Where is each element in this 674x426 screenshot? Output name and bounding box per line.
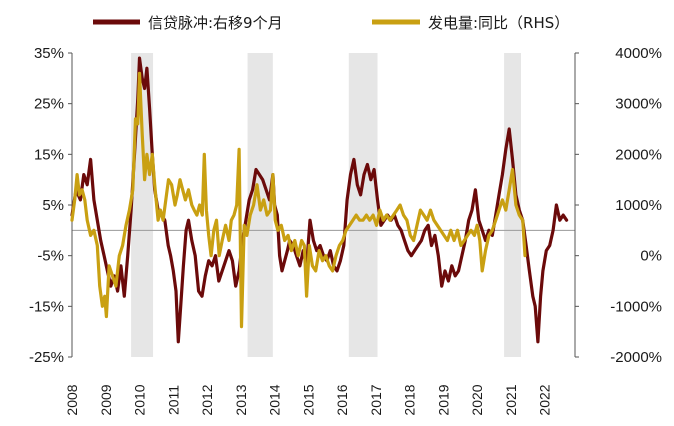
shaded-period-2 — [348, 53, 378, 357]
x-tick-label-2012: 2012 — [199, 384, 215, 415]
right-tick-label-2: 2000% — [615, 146, 662, 163]
legend-label-credit-impulse: 信贷脉冲:右移9个月 — [148, 14, 283, 32]
left-tick-label-3: 5% — [42, 197, 64, 214]
x-tick-label-2014: 2014 — [267, 384, 283, 415]
x-tick-label-2017: 2017 — [368, 384, 384, 415]
x-tick-labels: 2008 2009 2010 2011 2012 2013 2014 2015 2016 2017… — [64, 384, 553, 415]
x-tick-label-2013: 2013 — [233, 384, 249, 415]
legend: 信贷脉冲:右移9个月 发电量:同比（RHS） — [93, 14, 569, 32]
left-tick-label-2: 15% — [34, 146, 64, 163]
x-tick-label-2009: 2009 — [98, 384, 114, 415]
series-line-power-generation — [70, 71, 527, 329]
left-tick-label-6: -25% — [29, 349, 64, 366]
x-tick-label-2008: 2008 — [64, 384, 80, 415]
x-tick-label-2018: 2018 — [402, 384, 418, 415]
x-tick-label-2020: 2020 — [469, 384, 485, 415]
right-tick-label-6: -2000% — [610, 349, 662, 366]
right-tick-label-3: 1000% — [615, 197, 662, 214]
left-tick-label-5: -15% — [29, 298, 64, 315]
x-tick-label-2022: 2022 — [537, 384, 553, 415]
left-tick-label-0: 35% — [34, 45, 64, 62]
right-tick-label-5: -1000% — [610, 298, 662, 315]
right-tick-label-0: 4000% — [615, 45, 662, 62]
left-tick-label-4: -5% — [37, 248, 64, 265]
x-tick-label-2019: 2019 — [435, 384, 451, 415]
left-y-tick-labels: 35% 25% 15% 5% -5% -15% -25% — [29, 45, 72, 366]
right-tick-label-4: 0% — [640, 248, 662, 265]
x-tick-label-2016: 2016 — [334, 384, 350, 415]
x-tick-label-2021: 2021 — [503, 384, 519, 415]
legend-label-power-generation: 发电量:同比（RHS） — [428, 14, 569, 32]
series-lines — [70, 56, 569, 344]
left-tick-label-1: 25% — [34, 96, 64, 113]
x-tick-label-2011: 2011 — [165, 385, 181, 415]
x-tick-label-2010: 2010 — [132, 384, 148, 415]
shaded-periods — [131, 53, 521, 357]
right-tick-label-1: 3000% — [615, 96, 662, 113]
x-tick-label-2015: 2015 — [300, 384, 316, 415]
right-y-tick-labels: 4000% 3000% 2000% 1000% 0% -1000% -2000% — [575, 45, 662, 366]
